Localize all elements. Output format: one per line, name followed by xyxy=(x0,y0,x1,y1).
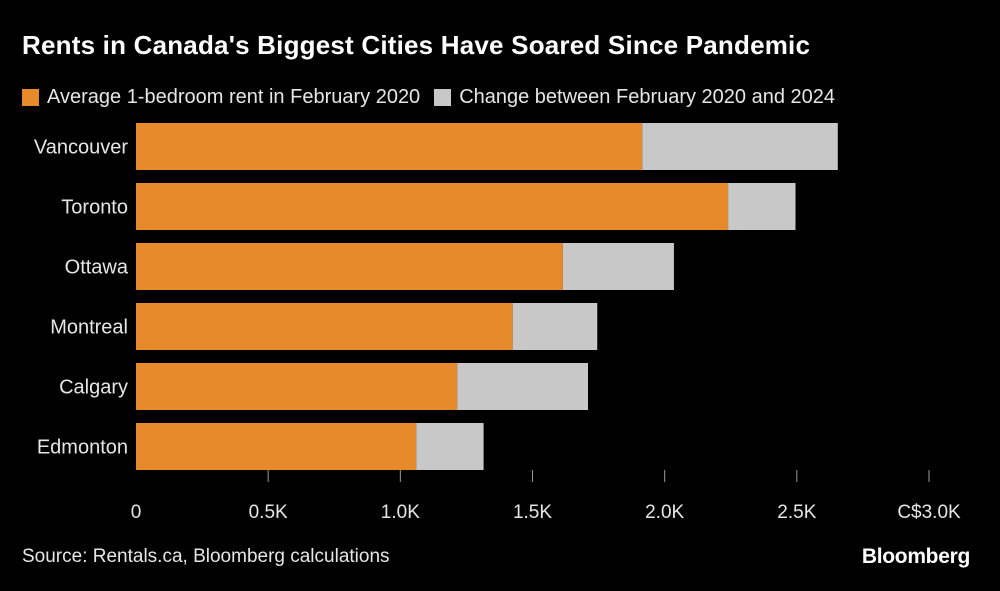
bar-segment-change xyxy=(512,303,598,350)
legend-label: Change between February 2020 and 2024 xyxy=(459,85,836,108)
bloomberg-logo: Bloomberg xyxy=(861,545,970,568)
legend: Average 1-bedroom rent in February 2020 … xyxy=(22,84,849,110)
x-tick-label: 2.5K xyxy=(777,502,816,523)
bar-segment-2020-rent xyxy=(136,423,417,470)
bar-segment-change xyxy=(562,243,674,290)
legend-swatch-orange xyxy=(22,88,39,106)
legend-item-2020-rent: Average 1-bedroom rent in February 2020 xyxy=(22,86,420,109)
source-note: Source: Rentals.ca, Bloomberg calculatio… xyxy=(22,546,390,567)
legend-swatch-gray xyxy=(434,88,452,106)
bar-segment-change xyxy=(416,423,484,470)
category-label: Vancouver xyxy=(34,137,128,159)
x-tick-label: 0.5K xyxy=(249,502,288,523)
bar-segment-2020-rent xyxy=(136,123,643,170)
bar-segment-2020-rent xyxy=(136,243,563,290)
legend-item-change: Change between February 2020 and 2024 xyxy=(434,86,835,109)
category-label: Calgary xyxy=(59,377,128,399)
bar-chart: Vancouver Toronto Ottawa Montreal Calgary Edm… xyxy=(34,123,961,523)
bar-segment-change xyxy=(642,123,838,170)
category-label: Ottawa xyxy=(65,257,129,279)
bar-segment-change xyxy=(457,363,589,410)
x-tick-label: 1.5K xyxy=(513,502,552,523)
x-tick-label: 0 xyxy=(131,502,142,523)
category-label: Edmonton xyxy=(37,437,128,459)
bar-segment-2020-rent xyxy=(136,183,729,230)
x-tick-label: 2.0K xyxy=(645,502,684,523)
chart-title: Rents in Canada's Biggest Cities Have So… xyxy=(22,30,811,60)
legend-label: Average 1-bedroom rent in February 2020 xyxy=(47,85,421,108)
x-tick-label: C$3.0K xyxy=(897,502,961,523)
category-label: Montreal xyxy=(50,317,128,339)
x-tick-label: 1.0K xyxy=(381,502,420,523)
bar-segment-2020-rent xyxy=(136,363,458,410)
category-label: Toronto xyxy=(61,197,128,219)
bar-segment-2020-rent xyxy=(136,303,513,350)
bar-segment-change xyxy=(728,183,796,230)
